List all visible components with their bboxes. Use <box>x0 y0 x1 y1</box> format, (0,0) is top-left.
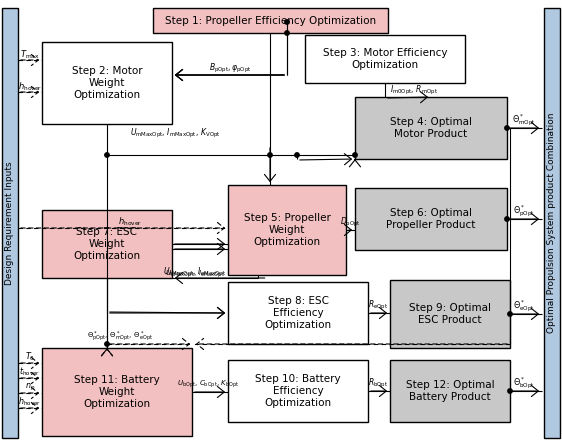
Text: Step 12: Optimal
Battery Product: Step 12: Optimal Battery Product <box>406 380 495 402</box>
Text: $\Theta^*_{\mathrm{pOpt}},\,\Theta^*_{\mathrm{mOpt}},\,\Theta^*_{\mathrm{eOpt}}$: $\Theta^*_{\mathrm{pOpt}},\,\Theta^*_{\m… <box>87 330 153 344</box>
Text: Step 10: Battery
Efficiency
Optimization: Step 10: Battery Efficiency Optimization <box>255 374 341 408</box>
Circle shape <box>505 126 509 130</box>
Text: Step 7: ESC
Weight
Optimization: Step 7: ESC Weight Optimization <box>74 227 140 260</box>
Text: $R_{\mathrm{bOpt}}$: $R_{\mathrm{bOpt}}$ <box>368 376 388 389</box>
Bar <box>355 188 507 250</box>
Text: $h_{\mathrm{hover}}$: $h_{\mathrm{hover}}$ <box>118 216 142 228</box>
Text: $U_{\mathrm{bOpt}},\,C_{\mathrm{bOpt}},\,K_{\mathrm{bOpt}}$: $U_{\mathrm{bOpt}},\,C_{\mathrm{bOpt}},\… <box>177 378 239 390</box>
Circle shape <box>508 389 512 393</box>
Text: Step 5: Propeller
Weight
Optimization: Step 5: Propeller Weight Optimization <box>243 213 330 247</box>
Bar <box>305 35 465 83</box>
Text: $U_{\mathrm{mMaxOpt}},\,I_{\mathrm{mMaxOpt}},\,K_{\mathrm{VOpt}}$: $U_{\mathrm{mMaxOpt}},\,I_{\mathrm{mMaxO… <box>130 127 220 140</box>
Text: Design Requirement Inputs: Design Requirement Inputs <box>6 161 15 285</box>
Text: $I_{\mathrm{m0Opt}},\,R_{\mathrm{mOpt}}$: $I_{\mathrm{m0Opt}},\,R_{\mathrm{mOpt}}$ <box>390 83 438 96</box>
Text: $h_{\mathrm{hover}}$: $h_{\mathrm{hover}}$ <box>18 81 42 93</box>
Text: Step 2: Motor
Weight
Optimization: Step 2: Motor Weight Optimization <box>72 66 142 99</box>
Text: Step 9: Optimal
ESC Product: Step 9: Optimal ESC Product <box>409 303 491 325</box>
Bar <box>355 97 507 159</box>
Circle shape <box>505 217 509 221</box>
Bar <box>42 42 172 124</box>
Bar <box>544 8 560 438</box>
Text: Step 8: ESC
Efficiency
Optimization: Step 8: ESC Efficiency Optimization <box>265 297 332 330</box>
Text: Optimal Propulsion System product Combination: Optimal Propulsion System product Combin… <box>547 113 556 333</box>
Text: Step 1: Propeller Efficiency Optimization: Step 1: Propeller Efficiency Optimizatio… <box>165 16 376 25</box>
Text: $\Theta^*_{\mathrm{pOpt}}$: $\Theta^*_{\mathrm{pOpt}}$ <box>513 203 535 219</box>
Text: $t_{\mathrm{hover}}$: $t_{\mathrm{hover}}$ <box>20 366 40 378</box>
Bar <box>390 280 510 348</box>
Bar <box>228 185 346 275</box>
Circle shape <box>353 153 357 157</box>
Circle shape <box>105 153 109 157</box>
Bar <box>228 360 368 422</box>
Text: $U_{\mathrm{eMaxOpt}},\,I_{\mathrm{eMaxOpt}}$: $U_{\mathrm{eMaxOpt}},\,I_{\mathrm{eMaxO… <box>164 265 226 279</box>
Text: $D_{\mathrm{pOpt}}$: $D_{\mathrm{pOpt}}$ <box>339 215 360 228</box>
Text: $T_0$: $T_0$ <box>25 351 35 363</box>
Bar <box>390 360 510 422</box>
Text: Step 11: Battery
Weight
Optimization: Step 11: Battery Weight Optimization <box>74 376 160 409</box>
Bar <box>42 210 172 278</box>
Text: $\Theta^*_{\mathrm{bOpt}}$: $\Theta^*_{\mathrm{bOpt}}$ <box>513 375 535 391</box>
Text: $R_{\mathrm{eOpt}}$: $R_{\mathrm{eOpt}}$ <box>368 298 388 312</box>
Circle shape <box>105 342 109 346</box>
Circle shape <box>285 31 289 35</box>
Text: $h_{\mathrm{hover}}$: $h_{\mathrm{hover}}$ <box>19 396 42 408</box>
Bar <box>153 8 388 33</box>
Circle shape <box>268 153 272 157</box>
Bar <box>42 348 192 436</box>
Bar <box>228 282 368 344</box>
Text: $B_{\mathrm{pOpt}},\varphi_{\mathrm{pOpt}}$: $B_{\mathrm{pOpt}},\varphi_{\mathrm{pOpt… <box>209 62 251 74</box>
Bar <box>2 8 18 438</box>
Text: Step 3: Motor Efficiency
Optimization: Step 3: Motor Efficiency Optimization <box>323 48 447 70</box>
Circle shape <box>295 153 299 157</box>
Text: $U_{\mathrm{eMaxOpt}},\,I_{\mathrm{eMaxOpt}}$: $U_{\mathrm{eMaxOpt}},\,I_{\mathrm{eMaxO… <box>165 268 225 280</box>
Text: Step 6: Optimal
Propeller Product: Step 6: Optimal Propeller Product <box>386 208 475 230</box>
Text: $n_{\mathrm{p}}$: $n_{\mathrm{p}}$ <box>25 381 35 392</box>
Text: Step 4: Optimal
Motor Product: Step 4: Optimal Motor Product <box>390 117 472 139</box>
Text: $\Theta^*_{\mathrm{mOpt}}$: $\Theta^*_{\mathrm{mOpt}}$ <box>512 112 536 128</box>
Circle shape <box>508 312 512 316</box>
Text: $T_{\mathrm{max}}$: $T_{\mathrm{max}}$ <box>20 49 40 61</box>
Circle shape <box>285 20 289 24</box>
Text: $\Theta^*_{\mathrm{eOpt}}$: $\Theta^*_{\mathrm{eOpt}}$ <box>513 298 535 314</box>
